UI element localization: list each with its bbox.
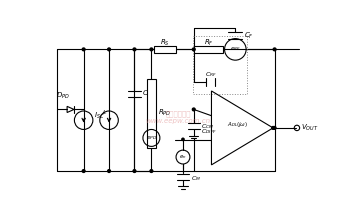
Circle shape [272, 127, 274, 129]
Text: $A_{DL}(j\omega)$: $A_{DL}(j\omega)$ [227, 120, 248, 129]
Text: 电子元件世界
www.eepw.com.cn: 电子元件世界 www.eepw.com.cn [146, 110, 211, 124]
Text: $C_F$: $C_F$ [244, 30, 253, 41]
FancyBboxPatch shape [147, 79, 156, 148]
Circle shape [273, 48, 276, 51]
Circle shape [82, 170, 85, 172]
Text: $C_{CM}$: $C_{CM}$ [201, 122, 214, 131]
Text: $C_{PD}$: $C_{PD}$ [142, 89, 156, 99]
Text: $R_F$: $R_F$ [203, 37, 213, 48]
Circle shape [150, 170, 153, 172]
Circle shape [192, 48, 195, 51]
Circle shape [82, 48, 85, 51]
Text: $C_{DIFF}$: $C_{DIFF}$ [201, 127, 218, 136]
Text: $C_M$: $C_M$ [191, 174, 201, 183]
Circle shape [192, 108, 195, 111]
Circle shape [108, 170, 110, 172]
FancyBboxPatch shape [194, 46, 223, 53]
Circle shape [273, 127, 276, 129]
Circle shape [182, 138, 184, 141]
Text: $e_{RF}$: $e_{RF}$ [229, 45, 241, 53]
Text: $D_{PD}$: $D_{PD}$ [56, 90, 70, 101]
Text: $I_{SC}$: $I_{SC}$ [94, 111, 105, 121]
Text: $I_L$: $I_L$ [102, 108, 108, 117]
Text: $e_{PD}$: $e_{PD}$ [146, 134, 157, 142]
Text: $R_{PD}$: $R_{PD}$ [158, 108, 171, 118]
Circle shape [108, 48, 110, 51]
Circle shape [133, 48, 136, 51]
Text: $R_S$: $R_S$ [160, 37, 170, 48]
Text: $V_{OUT}$: $V_{OUT}$ [301, 123, 318, 133]
Text: $e_n$: $e_n$ [179, 153, 187, 161]
Text: $C_{RF}$: $C_{RF}$ [205, 70, 217, 79]
Circle shape [150, 48, 153, 51]
Bar [193, 36, 247, 94]
FancyBboxPatch shape [155, 46, 176, 53]
Circle shape [133, 170, 136, 172]
